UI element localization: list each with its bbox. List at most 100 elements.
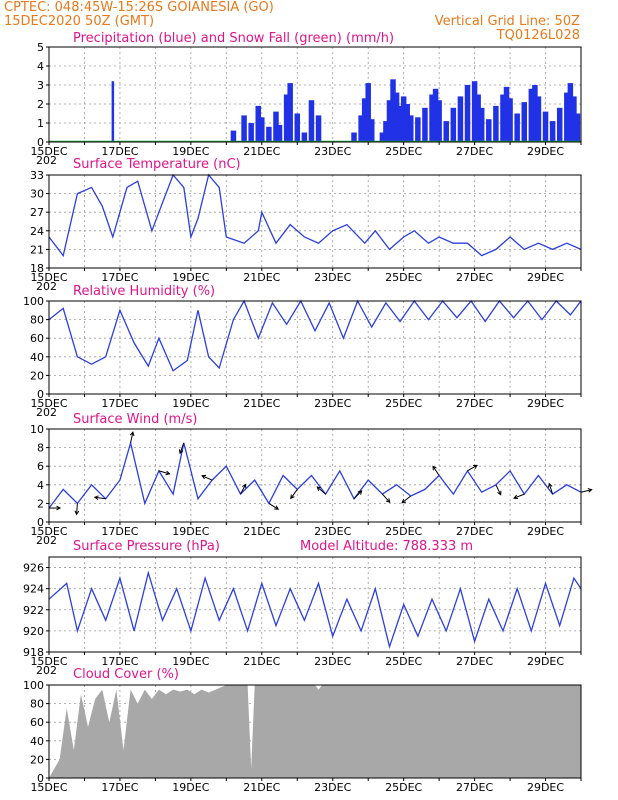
wind-arrow [158,470,170,475]
y-tick-label: 0 [37,772,44,785]
wind-arrow [401,495,412,504]
wind-line [48,440,582,509]
x-tick-label: 25DEC [385,397,422,410]
x-tick-label: 27DEC [456,655,493,668]
precip-bar [386,100,393,142]
precip-bar [241,115,247,142]
x-tick-label: 23DEC [314,397,351,410]
wind-arrow-head [165,470,171,476]
wind-arrow [290,489,298,499]
y-tick-label: 918 [23,646,44,659]
x-tick-label: 15DEC [30,655,67,668]
precip-bar [266,126,272,142]
x-tick-label: 25DEC [385,781,422,794]
y-tick-label: 6 [37,460,44,473]
x-tick-label: 21DEC [243,781,280,794]
x-tick-label: 19DEC [172,525,209,538]
y-tick-label: 30 [30,188,44,201]
pres-line [48,570,582,650]
wind-arrow [432,466,440,476]
y-tick-label: 1 [37,117,44,130]
x-year-label: 202 [36,664,57,677]
x-year-label: 202 [36,534,57,547]
wind-arrow-head [129,431,135,437]
panel-title: Surface Pressure (hPa) [73,539,220,554]
y-tick-label: 3 [37,79,44,92]
precip-bar [500,94,506,142]
precip-bar [486,119,492,142]
panel-title: Surface Wind (m/s) [73,412,197,427]
precip-bar [379,132,386,142]
wind-arrow [76,503,78,515]
precip-bar [365,83,371,142]
x-tick-label: 29DEC [527,525,564,538]
x-tick-label: 21DEC [243,525,280,538]
x-tick-label: 17DEC [101,655,138,668]
y-tick-label: 80 [30,314,44,327]
panel-title: Precipitation (blue) and Snow Fall (gree… [73,31,394,46]
wind-arrow-head [473,464,478,470]
y-tick-label: 60 [30,716,44,729]
panel-temp: 18 21 24 27 30 33 15DEC 17DEC 19DEC 21DEC 23DEC 25D… [30,157,582,293]
wind-arrow-head [587,488,593,493]
precip-bar [450,107,457,142]
x-tick-label: 15DEC [30,781,67,794]
precip-bar [308,100,315,142]
header: CPTEC: 048:45W-15:26S GOIANESIA (GO) 15D… [4,0,580,43]
wind-arrow-head [290,494,295,500]
precip-bar [287,83,293,142]
y-tick-label: 18 [30,262,44,275]
x-tick-label: 23DEC [314,655,351,668]
precip-bar [432,88,439,142]
x-tick-label: 29DEC [527,781,564,794]
precip-bar [471,81,478,142]
panel-cloud: 0 20 40 60 80 100 15DEC 17DEC 19DEC 21DEC 23DEC 25D… [23,667,582,794]
precip-bar [564,92,570,142]
y-tick-label: 24 [30,225,44,238]
precip-bar [404,104,410,142]
x-tick-label: 15DEC [30,525,67,538]
y-tick-label: 8 [37,442,44,455]
wind-arrow-head [432,465,437,471]
wind-arrow-head [316,486,322,491]
precip-bar [368,119,375,142]
y-tick-label: 10 [30,423,44,436]
x-tick-label: 25DEC [385,655,422,668]
precip-bar [397,105,403,142]
panel-pres: 918 920 922 924 926 15DEC 17DEC 19DEC 21DEC 23DEC… [23,539,582,677]
precip-bar [230,130,237,142]
x-tick-label: 21DEC [243,655,280,668]
y-tick-label: 2 [37,98,44,111]
precip-bar [443,121,449,142]
precip-bar [567,83,574,142]
x-tick-label: 19DEC [172,397,209,410]
x-tick-label: 25DEC [385,145,422,158]
panel-wind: 0 2 4 6 8 10 15DEC 17DEC 19DEC 21DEC 23DEC 25DEC 27D… [30,412,593,547]
x-tick-label: 23DEC [314,271,351,284]
precip-bar [556,107,563,142]
x-tick-label: 17DEC [101,271,138,284]
precip-bar [315,115,322,142]
temp-line [48,173,582,258]
precip-bar [436,100,442,142]
precip-bar [301,132,308,142]
panel-title: Cloud Cover (%) [73,667,179,682]
y-tick-label: 920 [23,625,44,638]
y-tick-label: 60 [30,332,44,345]
x-year-label: 202 [36,280,57,293]
precip-bar [507,98,513,142]
precip-bar [574,113,581,142]
y-tick-label: 20 [30,753,44,766]
precip-bar [383,121,389,142]
wind-arrow-head [497,490,502,496]
precip-bar [276,124,283,142]
y-tick-label: 80 [30,698,44,711]
wind-arrow [382,493,391,503]
header-run-time: 15DEC2020 50Z (GMT) [4,14,154,29]
x-tick-label: 25DEC [385,271,422,284]
precip-bar [475,94,481,142]
y-tick-label: 924 [23,583,44,596]
wind-arrow-head [385,498,391,504]
precip-bar [535,96,542,142]
header-location: CPTEC: 048:45W-15:26S GOIANESIA (GO) [4,0,274,15]
